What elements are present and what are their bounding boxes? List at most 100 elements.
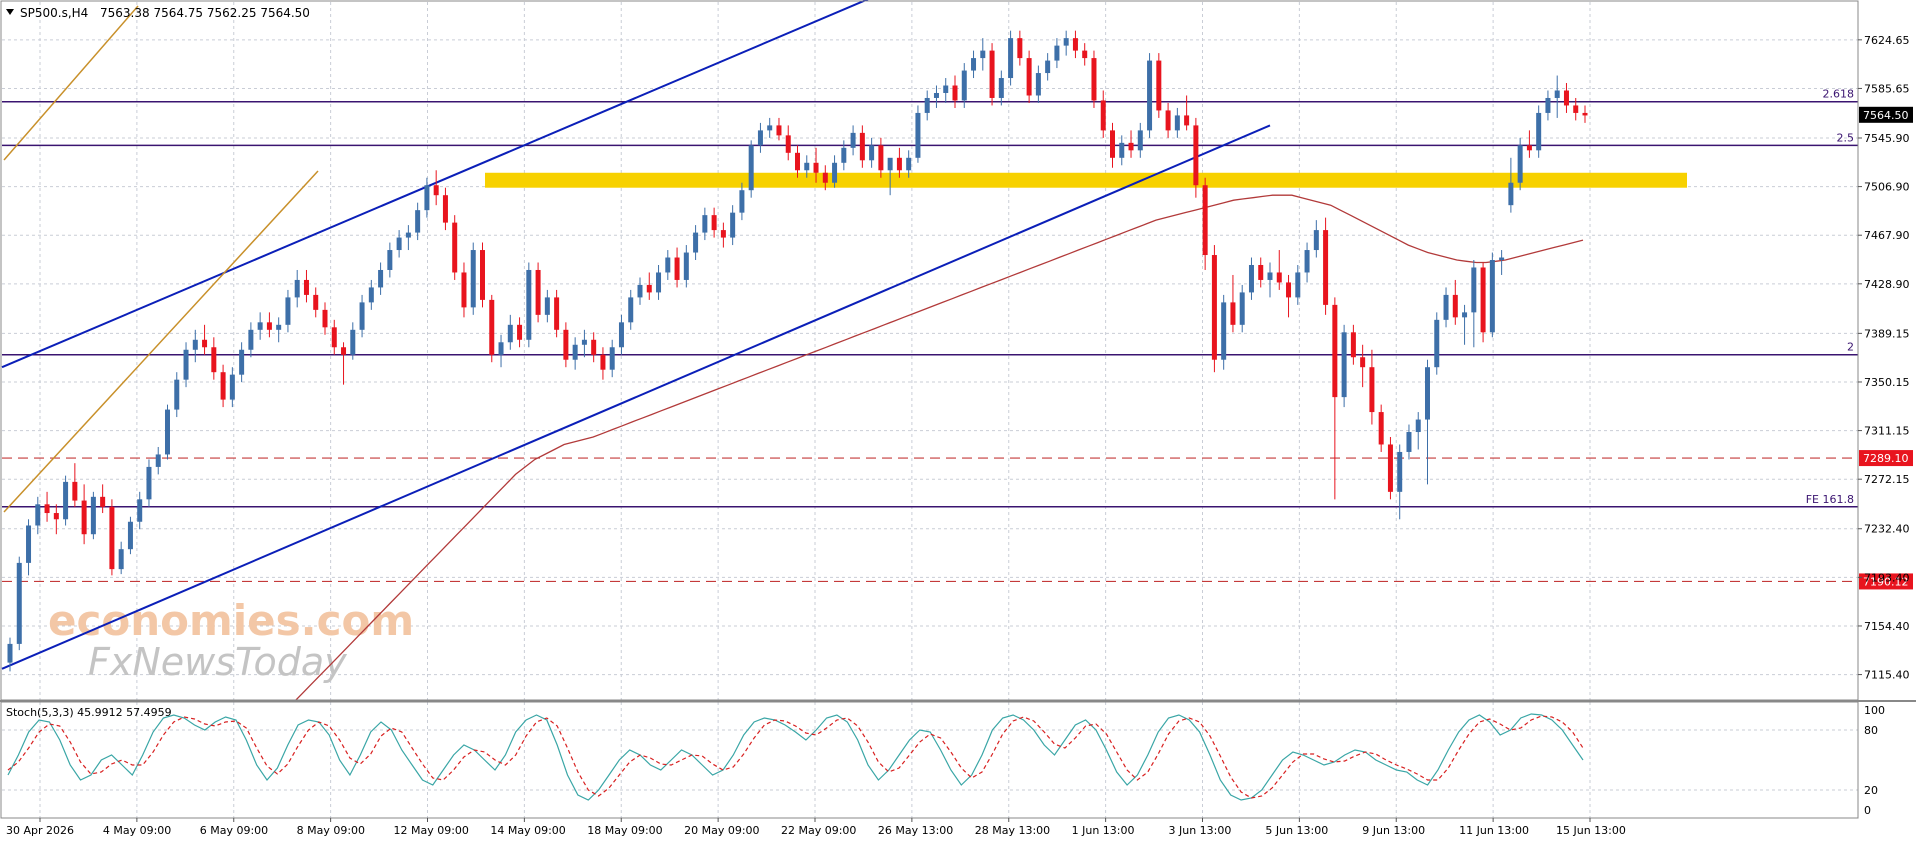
candle-body-10 <box>100 496 106 507</box>
candle-body-160 <box>1489 260 1495 333</box>
stoch-signal-line <box>7 715 1584 799</box>
dashed-level-tag-text-5: 7190.12 <box>1863 575 1909 588</box>
x-tick-label-1: 4 May 09:00 <box>103 824 171 837</box>
candles <box>7 30 1588 672</box>
candle-body-137 <box>1276 272 1282 283</box>
y-tick-label-11: 7545.90 <box>1864 132 1910 145</box>
candle-body-147 <box>1369 367 1375 413</box>
candle-body-144 <box>1341 332 1347 398</box>
candle-body-2 <box>26 525 32 563</box>
triangle-down-icon[interactable] <box>6 9 14 15</box>
candle-body-79 <box>739 190 745 213</box>
candle-body-53 <box>498 342 504 355</box>
y-tick-label-3: 7232.40 <box>1864 523 1910 536</box>
candle-body-143 <box>1332 304 1338 398</box>
candle-body-140 <box>1304 250 1310 273</box>
candle-body-20 <box>192 339 198 350</box>
main-frame <box>0 0 1859 701</box>
stochastic-panel: 100 80 20 0 <box>0 700 1916 817</box>
candle-body-23 <box>220 372 226 400</box>
candle-body-9 <box>90 496 96 535</box>
candle-body-68 <box>637 284 643 298</box>
candle-body-117 <box>1091 58 1097 101</box>
candle-body-83 <box>776 125 782 136</box>
candle-body-55 <box>517 324 523 340</box>
fib-level-label-1: 2.5 <box>1837 131 1855 144</box>
current-price-tag <box>1859 106 1913 123</box>
x-tick-label-3: 8 May 09:00 <box>297 824 365 837</box>
candle-body-101 <box>943 85 949 93</box>
y-tick-label-10: 7506.90 <box>1864 181 1910 194</box>
candle-body-76 <box>711 215 717 231</box>
candle-body-38 <box>359 302 365 330</box>
stoch-frame <box>0 701 1859 819</box>
y-tick-label-8: 7428.90 <box>1864 278 1910 291</box>
candle-body-139 <box>1295 272 1301 298</box>
candle-body-165 <box>1536 112 1542 151</box>
candle-body-31 <box>294 279 300 298</box>
candle-body-98 <box>915 112 921 158</box>
fib-level-label-2: 2 <box>1847 341 1854 354</box>
stoch-tick-label-1: 80 <box>1864 724 1878 737</box>
candle-body-81 <box>757 130 763 146</box>
candle-body-8 <box>81 500 87 535</box>
candle-body-49 <box>461 272 467 308</box>
y-tick-label-7: 7389.15 <box>1864 327 1910 340</box>
candle-body-94 <box>878 145 884 171</box>
candle-body-124 <box>1156 60 1162 111</box>
candle-body-146 <box>1360 357 1366 368</box>
candle-body-5 <box>53 513 59 520</box>
y-tick-label-12: 7585.65 <box>1864 82 1910 95</box>
trendlines <box>1 0 1271 670</box>
candle-body-108 <box>1008 38 1014 79</box>
candle-body-156 <box>1452 294 1458 318</box>
candle-body-3 <box>35 504 41 526</box>
candle-body-104 <box>971 58 977 71</box>
y-tick-label-1: 7154.40 <box>1864 620 1910 633</box>
candle-body-89 <box>832 162 838 183</box>
candle-body-159 <box>1480 267 1486 333</box>
candle-body-122 <box>1137 130 1143 151</box>
candle-body-35 <box>331 327 337 348</box>
candle-body-102 <box>952 85 958 101</box>
candle-body-58 <box>544 297 550 315</box>
candle-body-163 <box>1517 145 1523 183</box>
candle-body-115 <box>1072 38 1078 51</box>
candle-body-14 <box>137 499 143 522</box>
candle-body-64 <box>600 354 606 370</box>
candle-body-112 <box>1045 60 1051 74</box>
candle-body-86 <box>804 162 810 171</box>
x-tick-label-8: 22 May 09:00 <box>781 824 856 837</box>
x-tick-label-16: 15 Jun 13:00 <box>1556 824 1626 837</box>
candle-body-135 <box>1258 264 1264 280</box>
candle-body-105 <box>980 50 986 59</box>
candle-body-119 <box>1110 130 1115 158</box>
candle-body-54 <box>507 324 513 343</box>
candle-body-43 <box>405 232 411 238</box>
dashed-level-tag-5 <box>1859 573 1913 590</box>
candle-body-63 <box>591 339 597 355</box>
candle-body-37 <box>350 329 356 355</box>
candle-body-113 <box>1054 45 1060 61</box>
stoch-tick-label-0: 100 <box>1864 704 1885 717</box>
x-tick-label-11: 1 Jun 13:00 <box>1072 824 1135 837</box>
candle-body-121 <box>1128 142 1134 151</box>
candle-body-27 <box>257 322 263 330</box>
candle-body-106 <box>989 50 995 98</box>
candle-body-132 <box>1230 302 1236 325</box>
x-tick-label-5: 14 May 09:00 <box>490 824 565 837</box>
candle-body-21 <box>202 339 208 348</box>
candle-body-100 <box>933 92 939 98</box>
candle-body-136 <box>1267 272 1273 280</box>
stoch-label: Stoch(5,3,3) 45.9912 57.4959 <box>6 706 172 719</box>
candle-body-131 <box>1221 302 1227 360</box>
candle-body-62 <box>581 339 587 345</box>
candle-body-59 <box>554 297 560 330</box>
candle-body-127 <box>1184 115 1190 126</box>
y-tick-label-13: 7624.65 <box>1864 34 1910 47</box>
candle-body-129 <box>1202 185 1208 256</box>
candle-body-29 <box>276 324 282 330</box>
